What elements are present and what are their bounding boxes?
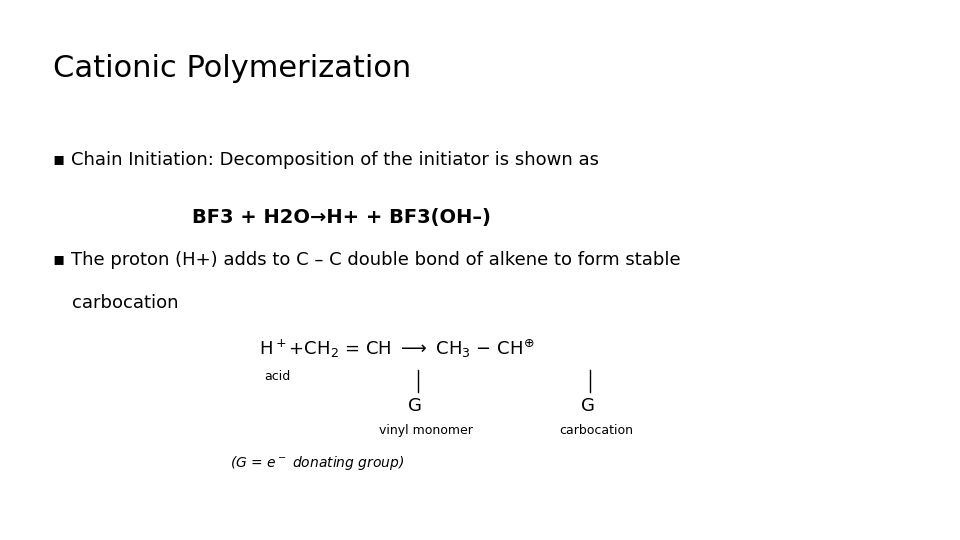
Text: ▪ The proton (H+) adds to C – C double bond of alkene to form stable: ▪ The proton (H+) adds to C – C double b… xyxy=(53,251,681,269)
Text: acid: acid xyxy=(264,370,290,383)
Text: vinyl monomer: vinyl monomer xyxy=(379,424,473,437)
Text: G: G xyxy=(408,397,421,415)
Text: carbocation: carbocation xyxy=(72,294,179,312)
Text: BF3 + H2O→H+ + BF3(OH–): BF3 + H2O→H+ + BF3(OH–) xyxy=(192,208,491,227)
Text: ▪ Chain Initiation: Decomposition of the initiator is shown as: ▪ Chain Initiation: Decomposition of the… xyxy=(53,151,599,169)
Text: (G = e$^-$ donating group): (G = e$^-$ donating group) xyxy=(230,454,405,471)
Text: H$^+$+CH$_2$ = CH $\longrightarrow$ CH$_3$ $-$ CH$^{\oplus}$: H$^+$+CH$_2$ = CH $\longrightarrow$ CH$_… xyxy=(259,338,535,360)
Text: G: G xyxy=(581,397,594,415)
Text: Cationic Polymerization: Cationic Polymerization xyxy=(53,54,411,83)
Text: carbocation: carbocation xyxy=(560,424,634,437)
